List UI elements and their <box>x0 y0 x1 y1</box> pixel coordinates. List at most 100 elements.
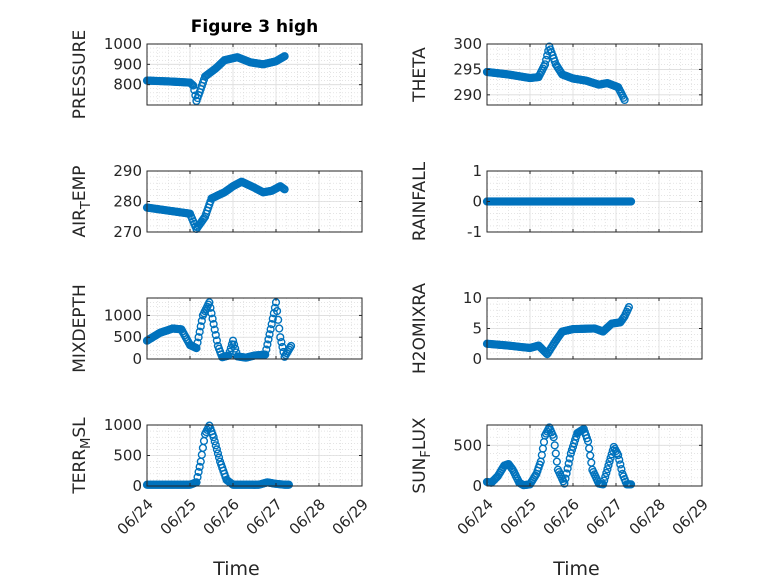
data-point <box>195 462 204 471</box>
data-point <box>542 55 551 64</box>
data-point <box>561 474 570 483</box>
data-point <box>550 441 559 450</box>
data-point <box>210 325 219 334</box>
y-axis-label: RAINFALL <box>410 161 430 241</box>
y-tick-label: 0 <box>132 477 142 495</box>
y-tick-label: 1 <box>472 162 482 180</box>
subplot-pressure: 800 900 1000 PRESSURE Figure 3 high <box>70 17 363 119</box>
data-point <box>280 52 289 61</box>
subplot-rainfall: -1 0 1 RAINFALL <box>410 161 703 241</box>
data-point <box>284 480 294 489</box>
data-point <box>280 185 289 194</box>
x-tick-label: 06/27 <box>243 495 286 538</box>
y-tick-label: 500 <box>113 328 142 346</box>
data-point <box>564 459 573 468</box>
data-point <box>565 454 574 463</box>
data-point <box>214 453 224 462</box>
data-point <box>624 303 634 312</box>
data-point <box>208 314 217 323</box>
data-point <box>267 320 276 329</box>
data-point <box>197 316 206 325</box>
x-axis-label: Time <box>552 558 600 580</box>
x-tick-label: 06/25 <box>157 495 200 538</box>
data-point <box>540 60 550 69</box>
y-tick-label: 900 <box>113 55 142 73</box>
x-tick-label: 06/28 <box>286 495 329 538</box>
data-point <box>229 340 239 349</box>
x-tick-label: 06/27 <box>583 495 626 538</box>
data-point <box>263 340 272 349</box>
data-point <box>211 441 220 450</box>
data-point <box>552 457 561 466</box>
x-tick-label: 06/29 <box>329 495 372 538</box>
data-point <box>209 320 218 329</box>
data-point <box>264 335 273 344</box>
axes-box <box>146 297 363 360</box>
data-point <box>617 465 626 474</box>
data-point <box>209 433 218 442</box>
y-tick-label: 1000 <box>104 35 142 53</box>
data-point <box>211 330 220 340</box>
data-point <box>193 338 202 347</box>
data-point <box>272 306 282 316</box>
y-tick-label: 500 <box>453 436 482 454</box>
y-tick-label: 290 <box>453 86 482 104</box>
data-point <box>194 333 203 342</box>
data-point <box>563 464 572 473</box>
axes-box <box>486 43 703 106</box>
subplot-h2omixra: 0 5 10 H2OMIXRA <box>410 283 703 374</box>
y-tick-label: 10 <box>463 289 482 307</box>
data-point <box>196 322 205 331</box>
y-axis-label: TERRMSL <box>70 417 94 495</box>
data-point <box>606 453 615 463</box>
x-tick-label: 06/28 <box>626 495 669 538</box>
data-point <box>600 476 609 485</box>
x-tick-label: 06/25 <box>497 495 540 538</box>
y-tick-label: 5 <box>472 320 482 338</box>
y-axis-label: SUNFLUX <box>410 417 434 494</box>
data-point <box>205 298 214 307</box>
y-tick-label: 270 <box>113 223 142 241</box>
x-tick-label: 06/24 <box>114 495 157 538</box>
y-tick-label: 1000 <box>104 306 142 324</box>
y-tick-label: -1 <box>467 223 482 241</box>
axes-box <box>146 43 363 106</box>
data-point <box>207 309 216 318</box>
y-axis-label: MIXDEPTH <box>70 284 90 373</box>
data-point <box>605 457 614 466</box>
data-point <box>194 467 203 477</box>
data-point <box>277 338 286 347</box>
y-tick-label: 0 <box>472 350 482 368</box>
data-point <box>266 325 275 334</box>
x-axis-label: Time <box>212 558 260 580</box>
data-point <box>601 472 610 481</box>
data-point <box>626 480 636 489</box>
y-tick-label: 0 <box>472 193 482 211</box>
data-point <box>626 197 636 206</box>
data-point <box>199 214 209 223</box>
data-point <box>598 480 608 489</box>
y-tick-label: 500 <box>113 447 142 465</box>
data-point <box>604 461 613 470</box>
subplot-mixdepth: 0 500 1000 MIXDEPTH <box>70 284 363 373</box>
y-tick-label: 295 <box>453 60 482 78</box>
y-tick-label: 1000 <box>104 416 142 434</box>
data-point <box>262 345 271 354</box>
data-point <box>212 336 221 345</box>
data-point <box>275 324 284 333</box>
data-point <box>228 336 238 345</box>
y-tick-label: 800 <box>113 76 142 94</box>
data-point <box>195 327 204 336</box>
subplot-terr-msl: 0 500 1000 TERRMSL 06/24 06/25 06/26 06/27 06/28… <box>70 416 372 580</box>
data-point <box>210 437 219 446</box>
y-tick-label: 0 <box>472 477 482 495</box>
data-point <box>603 465 612 474</box>
data-point <box>286 341 296 351</box>
data-point <box>186 79 196 88</box>
data-point <box>551 449 560 458</box>
y-axis-label: AIRTEMP <box>70 165 94 237</box>
data-point <box>265 330 274 339</box>
y-tick-label: 0 <box>132 350 142 368</box>
data-point <box>261 350 270 359</box>
